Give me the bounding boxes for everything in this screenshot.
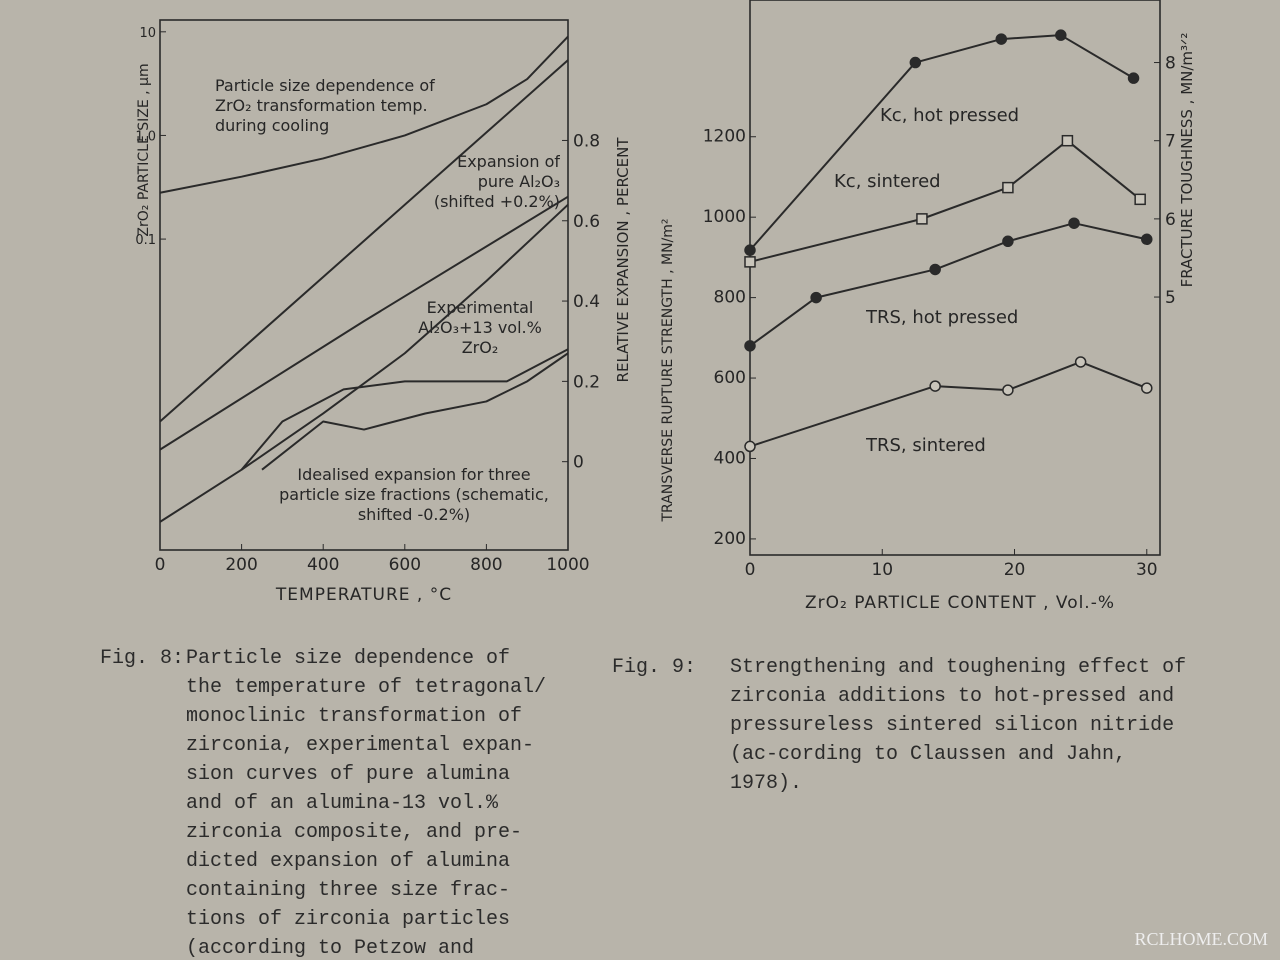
x-tick-label: 30 [1136,560,1158,580]
series-line [159,195,569,451]
x-tick-label: 10 [871,560,893,580]
y-tick-label: 1000 [703,207,746,227]
series-line [159,35,569,194]
marker [1074,356,1087,368]
series-line [159,203,569,523]
caption-label: Fig. 8: [100,647,185,670]
series-line [261,352,569,471]
y-tick-label: 10 [139,26,156,41]
marker [1134,193,1146,206]
y2-tick-label: 0 [573,453,584,473]
marker [1141,382,1153,394]
y-tick-label: 1.0 [135,129,156,144]
marker [1061,134,1074,147]
y-tick-label: 800 [714,288,746,308]
series-label: TRS, sintered [866,436,986,456]
y2-tick-label: 8 [1165,54,1176,74]
y-tick-label: 400 [714,448,746,468]
x-axis-label: ZrO₂ PARTICLE CONTENT , Vol.-% [805,593,1115,613]
y2-tick-label: 6 [1165,210,1176,230]
marker [810,291,822,304]
series-label-text: Expansion of pure Al₂O₃ (shifted +0.2%) [433,152,560,211]
series-label: Idealised expansion for three particle s… [279,465,549,524]
plot-frame [159,19,569,551]
y2-tick-label: 0.2 [573,372,600,392]
y-tick-label: 1200 [703,127,746,147]
marker [1127,72,1140,84]
series-label: TRS, hot pressed [866,308,1019,328]
x-tick-label: 1000 [546,555,589,575]
x-tick-label: 0 [745,560,756,580]
y-tick-label: 200 [714,529,746,549]
marker [1002,384,1014,396]
series-line [749,222,1147,347]
y-tick-label: 600 [714,368,746,388]
series-label: Experimental Al₂O₃+13 vol.% ZrO₂ [418,298,542,357]
y2-tick-label: 0.8 [573,131,600,151]
x-tick-label: 200 [225,555,257,575]
y-axis-label: ZrO₂ PARTICLE SIZE , µm [136,63,152,236]
marker [1141,233,1153,246]
caption-text: Strengthening and toughening effect of z… [730,656,1187,795]
series-label-text: Experimental Al₂O₃+13 vol.% ZrO₂ [418,298,542,357]
marker [995,33,1008,45]
series-label-text: Idealised expansion for three particle s… [279,465,549,524]
caption-label: Fig. 9: [612,656,697,679]
series-label: Kc, sintered [834,172,941,192]
marker [744,244,756,256]
y-axis-label: TRANSVERSE RUPTURE STRENGTH , MN/m² [660,218,676,522]
x-tick-label: 400 [307,555,339,575]
marker [916,213,928,225]
series-label: Expansion of pure Al₂O₃ (shifted +0.2%) [433,152,560,211]
series-label: Particle size dependence of ZrO₂ transfo… [215,76,435,135]
y2-tick-label: 0.4 [573,292,600,312]
plot-frame [749,0,1161,556]
series-label-text: Kc, sintered [834,172,941,192]
series-line [240,348,569,471]
y-tick-label: 0.1 [135,233,156,248]
y2-tick-label: 5 [1165,288,1176,308]
y2-tick-label: 0.6 [573,212,600,232]
x-tick-label: 20 [1004,560,1026,580]
series-label: Kc, hot pressed [880,106,1020,126]
marker [744,340,756,352]
x-tick-label: 600 [389,555,421,575]
series-line [159,59,569,423]
series-label-text: TRS, sintered [866,436,986,456]
watermark: RCLHOME.COM [1134,929,1268,949]
caption-text: Particle size dependence of the temperat… [186,647,547,960]
marker [929,380,941,392]
y2-tick-label: 7 [1165,132,1176,152]
marker [1002,181,1014,194]
marker [1002,235,1014,248]
x-tick-label: 800 [470,555,502,575]
marker [909,56,922,69]
marker [1055,29,1067,41]
series-label-text: Kc, hot pressed [880,106,1020,126]
y2-axis-label: RELATIVE EXPANSION , PERCENT [614,137,632,383]
series-label-text: TRS, hot pressed [866,308,1019,328]
marker [744,256,756,268]
x-tick-label: 0 [155,555,166,575]
y2-axis-label: FRACTURE TOUGHNESS , MN/m³ᐟ² [1178,33,1196,288]
series-label-text: Particle size dependence of ZrO₂ transfo… [215,76,435,135]
marker [744,440,756,453]
marker [1068,217,1080,229]
x-axis-label: TEMPERATURE , °C [275,585,452,605]
marker [929,263,941,276]
